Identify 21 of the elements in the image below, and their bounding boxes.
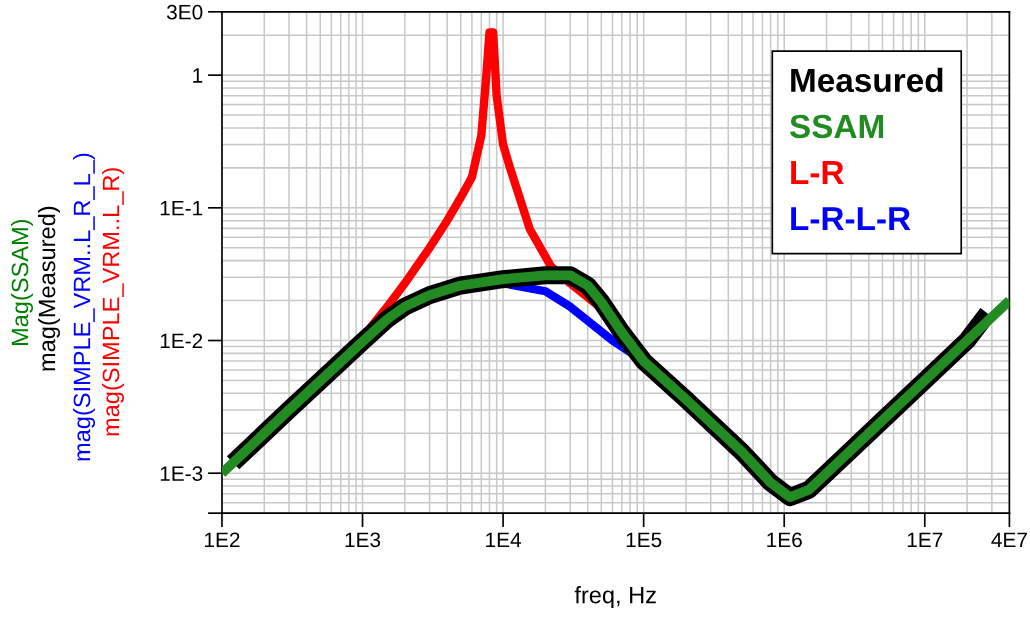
x-tick-label: 1E7 [907, 532, 943, 547]
y-tick-label: 1E-2 [160, 333, 203, 349]
text: SSAM [789, 114, 884, 139]
text: Measured [791, 67, 943, 93]
y-tick-label: 3E0 [166, 4, 203, 20]
x-tick-label: 1E6 [767, 532, 802, 548]
x-tick-label: 1E2 [205, 532, 240, 547]
x-tick-label: 1E3 [345, 532, 381, 548]
x-tick-label: 4E7 [991, 532, 1027, 547]
text: L-R-L-R [791, 207, 911, 231]
text: L-R [791, 161, 844, 185]
y-tick-label: 1 [193, 68, 203, 83]
x-axis-title: freq, Hz [574, 586, 656, 609]
text: mag(SIMPLE_VRM..L_R) [102, 168, 125, 436]
x-tick-label: 1E5 [626, 532, 662, 548]
y-tick-label: 1E-3 [160, 466, 203, 481]
text: mag(SIMPLE_VRM..L_R_L_) [73, 153, 96, 461]
text: mag(Measured) [38, 206, 61, 371]
y-tick-label: 1E-1 [160, 201, 203, 216]
text: Mag(SSAM) [11, 219, 34, 346]
x-tick-label: 1E4 [486, 532, 522, 547]
